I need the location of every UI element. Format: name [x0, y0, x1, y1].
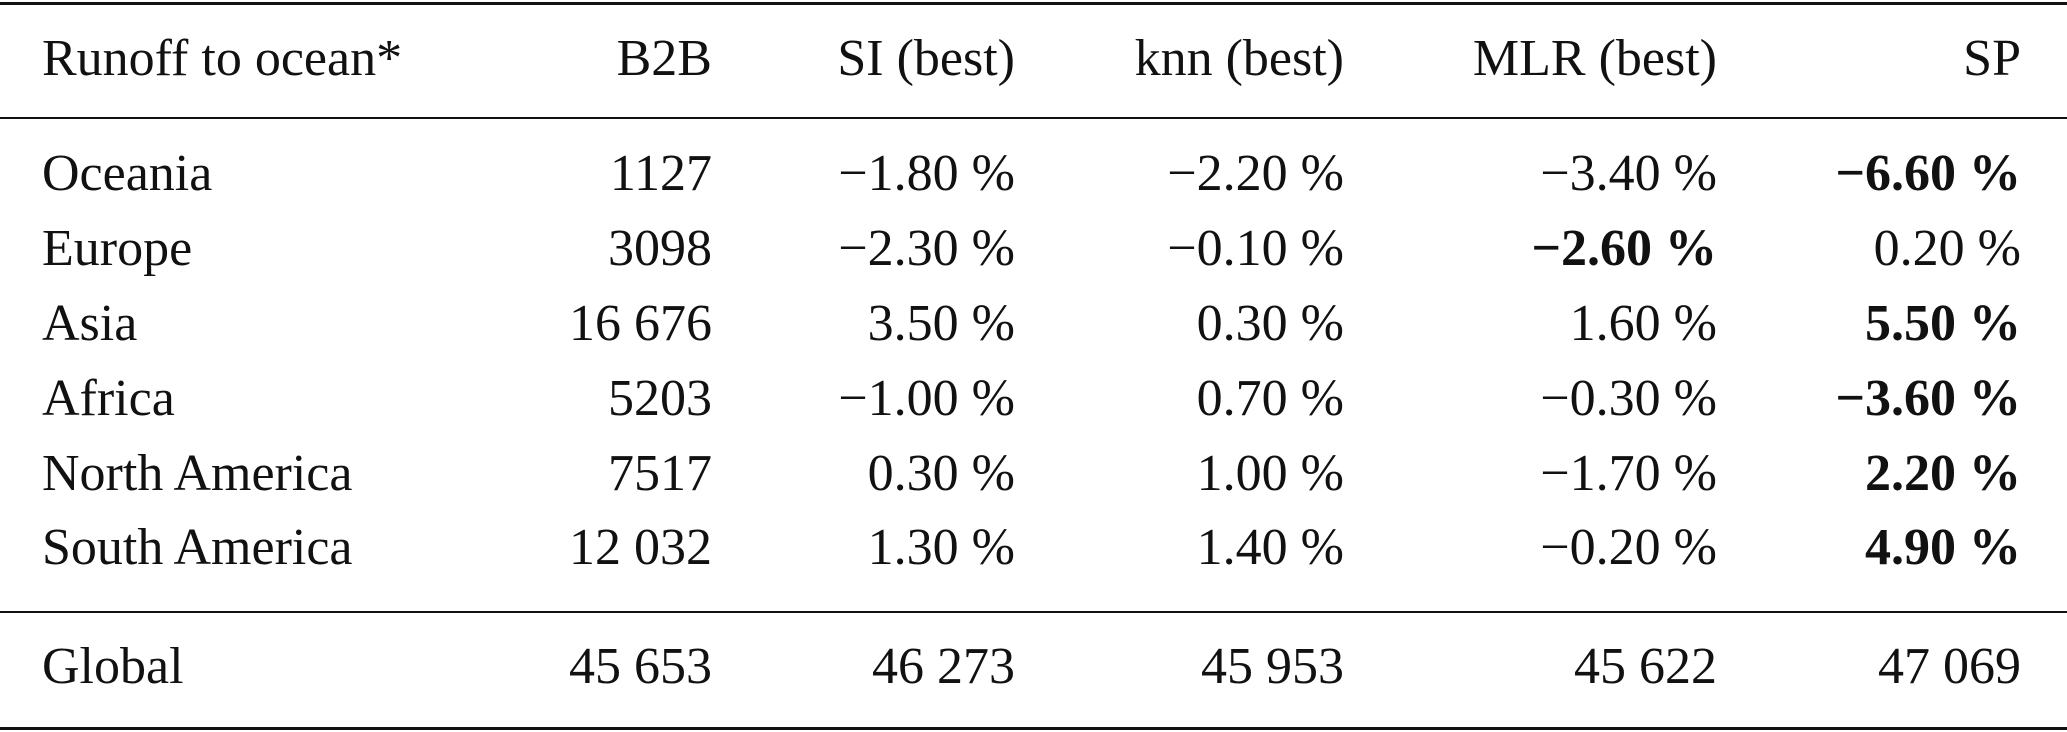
- data-cell: −3.60 %: [1835, 370, 2021, 427]
- header-cell: MLR (best): [1472, 30, 1717, 87]
- data-cell: 0.30 %: [1196, 295, 1344, 352]
- data-cell: 0.30 %: [867, 445, 1015, 502]
- footer-cell: 47 069: [1878, 638, 2021, 695]
- data-cell: 3.50 %: [867, 295, 1015, 352]
- footer-label: Global: [42, 638, 184, 695]
- row-label: Asia: [42, 295, 138, 352]
- data-cell: 12 032: [569, 519, 712, 576]
- data-cell: −1.70 %: [1540, 445, 1717, 502]
- data-cell: −1.00 %: [838, 370, 1015, 427]
- footer-rule: [0, 611, 2067, 613]
- header-cell: B2B: [616, 30, 712, 87]
- data-cell: 0.70 %: [1196, 370, 1344, 427]
- data-cell: −1.80 %: [838, 145, 1015, 202]
- header-cell: SP: [1963, 30, 2021, 87]
- top-rule: [0, 2, 2067, 5]
- data-cell: 16 676: [569, 295, 712, 352]
- header-cell: knn (best): [1134, 30, 1344, 87]
- data-cell: −2.60 %: [1531, 220, 1717, 277]
- row-label: Europe: [42, 220, 193, 277]
- header-cell: SI (best): [837, 30, 1015, 87]
- data-cell: −0.20 %: [1540, 519, 1717, 576]
- data-cell: 4.90 %: [1865, 519, 2021, 576]
- footer-cell: 45 953: [1201, 638, 1344, 695]
- row-label: South America: [42, 519, 353, 576]
- footer-cell: 45 653: [569, 638, 712, 695]
- data-cell: 1.60 %: [1569, 295, 1717, 352]
- header-cell: Runoff to ocean*: [42, 30, 403, 87]
- data-cell: 1.30 %: [867, 519, 1015, 576]
- header-rule: [0, 117, 2067, 119]
- row-label: North America: [42, 445, 353, 502]
- data-cell: 5203: [608, 370, 712, 427]
- data-cell: −3.40 %: [1540, 145, 1717, 202]
- data-cell: −6.60 %: [1835, 145, 2021, 202]
- data-cell: 7517: [608, 445, 712, 502]
- data-cell: 5.50 %: [1865, 295, 2021, 352]
- data-cell: 3098: [608, 220, 712, 277]
- row-label: Oceania: [42, 145, 213, 202]
- data-cell: −2.30 %: [838, 220, 1015, 277]
- bottom-rule: [0, 727, 2067, 730]
- data-cell: 0.20 %: [1873, 220, 2021, 277]
- data-cell: −0.10 %: [1167, 220, 1344, 277]
- data-cell: 1.40 %: [1196, 519, 1344, 576]
- footer-cell: 45 622: [1574, 638, 1717, 695]
- data-cell: −0.30 %: [1540, 370, 1717, 427]
- data-cell: 1127: [609, 145, 712, 202]
- data-cell: 1.00 %: [1196, 445, 1344, 502]
- data-cell: −2.20 %: [1167, 145, 1344, 202]
- row-label: Africa: [42, 370, 175, 427]
- data-cell: 2.20 %: [1865, 445, 2021, 502]
- footer-cell: 46 273: [872, 638, 1015, 695]
